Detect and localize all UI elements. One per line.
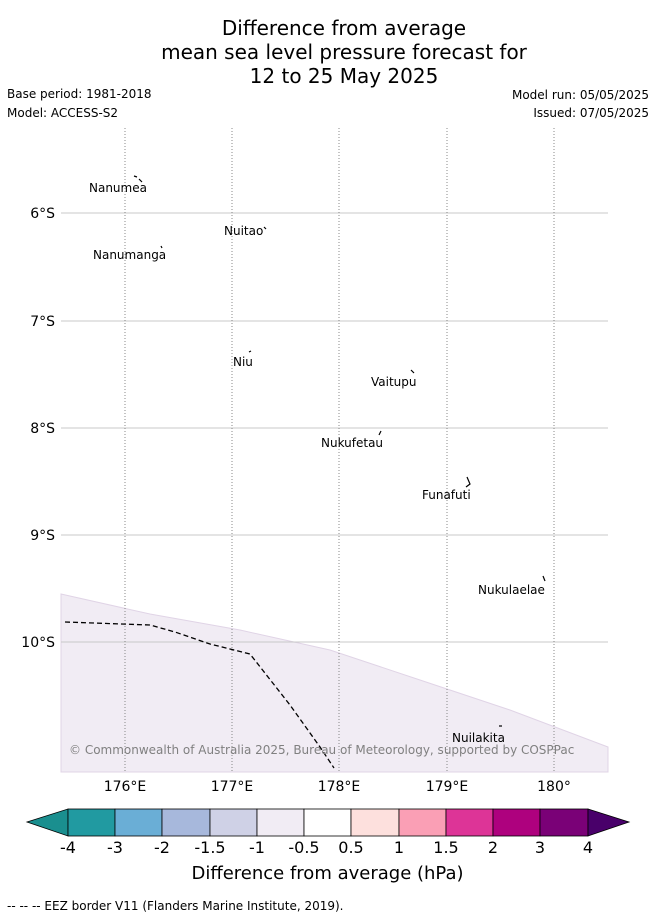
- colorbar-swatch: [67, 808, 116, 837]
- island-label: Funafuti: [422, 488, 471, 502]
- model-name: Model: ACCESS-S2: [7, 106, 119, 120]
- colorbar-swatch: [445, 808, 494, 837]
- lon-label: 179°E: [426, 779, 469, 795]
- lat-label: 9°S: [30, 528, 55, 544]
- model-run: Model run: 05/05/2025: [511, 88, 649, 102]
- lon-label: 176°E: [104, 779, 147, 795]
- island-label: Nukulaelae: [478, 583, 545, 597]
- colorbar-tick-label: -1: [249, 838, 265, 857]
- island-outline: [263, 226, 267, 230]
- island-outline: [410, 369, 415, 374]
- base-period: Base period: 1981-2018: [7, 87, 152, 101]
- colorbar-tick-label: -4: [60, 838, 76, 857]
- island-label: Niu: [233, 355, 253, 369]
- colorbar-swatch: [161, 808, 211, 837]
- lat-label: 7°S: [30, 314, 55, 330]
- colorbar-swatch: [114, 808, 163, 837]
- lat-label: 10°S: [21, 635, 55, 651]
- eez-border: [64, 621, 335, 769]
- island-label: Nuilakita: [452, 731, 505, 745]
- island-outline: [160, 245, 163, 249]
- lat-label: 8°S: [30, 421, 55, 437]
- island-outline: [542, 575, 546, 582]
- colorbar-tick-label: -1.5: [194, 838, 226, 857]
- island-outline: [133, 175, 143, 183]
- title-line: 12 to 25 May 2025: [249, 64, 439, 88]
- latitude-labels: 6°S 7°S 8°S 9°S 10°S: [21, 206, 55, 651]
- colorbar-swatch: [398, 808, 447, 837]
- colorbar-title: Difference from average (hPa): [191, 863, 464, 884]
- map-title: Difference from average mean sea level p…: [0, 16, 655, 88]
- issued-date: Issued: 07/05/2025: [533, 106, 649, 120]
- colorbar: [25, 808, 631, 837]
- island-outline: [465, 476, 471, 488]
- island-labels: Nanumea Nuitao Nanumanga Niu Vaitupu Nuk…: [89, 181, 545, 745]
- eez-legend-note: -- -- -- EEZ border V11 (Flanders Marine…: [7, 899, 344, 913]
- colorbar-swatch: [350, 808, 400, 837]
- colorbar-swatch: [303, 808, 352, 837]
- island-label: Nukufetau: [321, 436, 383, 450]
- island-outlines: [133, 175, 546, 727]
- colorbar-tick-label: 3: [534, 838, 546, 857]
- colorbar-swatch: [492, 808, 541, 837]
- title-line: Difference from average: [221, 16, 467, 40]
- island-label: Nanumea: [89, 181, 147, 195]
- island-outline: [248, 350, 252, 353]
- anomaly-region: [60, 593, 609, 773]
- lat-label: 6°S: [30, 206, 55, 222]
- longitude-gridlines: [124, 128, 555, 772]
- colorbar-tick-label: 2: [487, 838, 499, 857]
- lon-label: 180°: [537, 779, 571, 795]
- colorbar-swatch: [539, 808, 589, 837]
- island-label: Nuitao: [224, 224, 263, 238]
- colorbar-low-arrow: [25, 808, 69, 837]
- colorbar-tick-label: 0.5: [338, 838, 364, 857]
- colorbar-swatch: [256, 808, 305, 837]
- lon-label: 178°E: [318, 779, 361, 795]
- colorbar-tick-label: -3: [107, 838, 123, 857]
- colorbar-tick-label: -2: [154, 838, 170, 857]
- title-line: mean sea level pressure forecast for: [161, 40, 527, 64]
- colorbar-high-arrow: [587, 808, 631, 837]
- latitude-gridlines: [61, 212, 608, 643]
- island-outline: [378, 430, 382, 436]
- colorbar-swatch: [209, 808, 258, 837]
- colorbar-tick-label: 1: [393, 838, 405, 857]
- colorbar-tick-label: 4: [582, 838, 594, 857]
- copyright-text: © Commonwealth of Australia 2025, Bureau…: [69, 743, 574, 757]
- lon-label: 177°E: [211, 779, 254, 795]
- longitude-labels: 176°E 177°E 178°E 179°E 180°: [104, 779, 571, 795]
- island-label: Nanumanga: [93, 248, 166, 262]
- colorbar-tick-label: -0.5: [288, 838, 320, 857]
- colorbar-tick-label: 1.5: [433, 838, 459, 857]
- island-label: Vaitupu: [371, 375, 417, 389]
